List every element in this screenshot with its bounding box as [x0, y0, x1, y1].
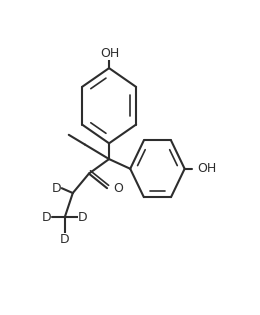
Text: OH: OH [197, 162, 217, 175]
Text: D: D [60, 232, 70, 246]
Text: O: O [113, 182, 123, 195]
Text: D: D [52, 182, 62, 195]
Text: D: D [78, 211, 88, 224]
Text: D: D [42, 211, 51, 224]
Text: OH: OH [100, 47, 120, 60]
